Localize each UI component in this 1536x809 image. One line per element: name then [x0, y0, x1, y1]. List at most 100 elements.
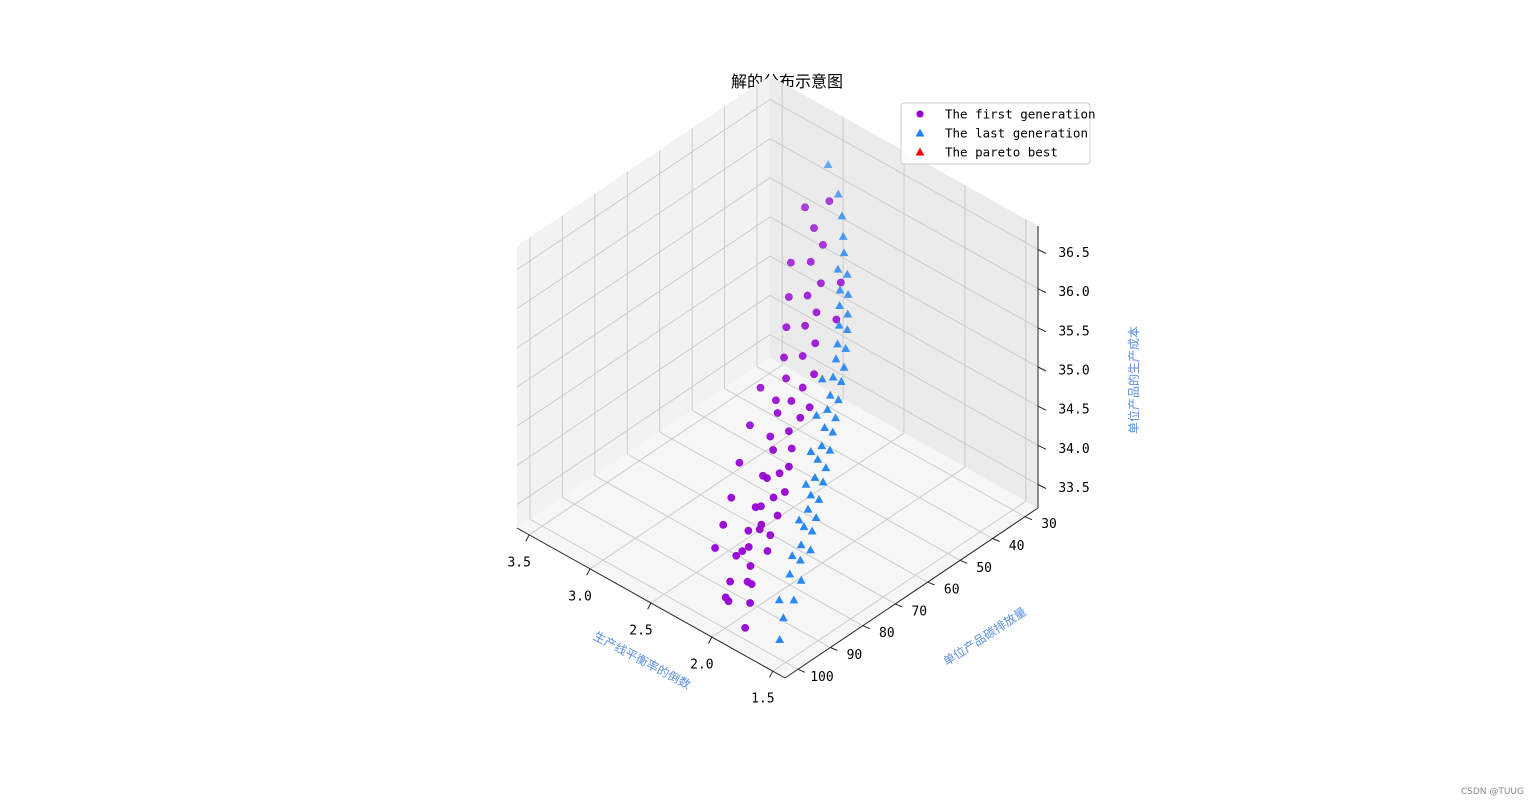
point-first-generation — [756, 383, 765, 392]
point-first-generation — [787, 444, 796, 453]
grid-line-z — [516, 294, 771, 466]
point-last-generation — [803, 504, 813, 513]
legend-item: The pareto best — [915, 145, 1058, 160]
x-tick-mark — [525, 534, 530, 542]
point-last-generation — [818, 477, 828, 486]
point-first-generation — [766, 432, 775, 441]
point-first-generation — [763, 474, 771, 483]
y-tick-mark — [992, 538, 1000, 542]
point-first-generation — [763, 547, 772, 555]
y-axis-label: 单位产品碳排放量 — [940, 604, 1029, 669]
y-tick-label: 50 — [976, 561, 992, 576]
y-tick-mark — [1024, 516, 1033, 521]
point-first-generation — [817, 279, 825, 288]
point-first-generation — [755, 525, 764, 534]
svg-text:50: 50 — [976, 561, 992, 576]
point-last-generation — [796, 540, 806, 549]
svg-text:36.5: 36.5 — [1058, 246, 1089, 261]
point-last-generation — [833, 339, 842, 348]
point-first-generation — [780, 488, 789, 496]
grid-line-y — [659, 431, 928, 583]
point-last-generation — [825, 445, 835, 454]
grid-line-y — [594, 475, 864, 627]
point-first-generation — [811, 339, 820, 348]
svg-text:34.5: 34.5 — [1058, 403, 1089, 418]
point-last-generation — [814, 494, 824, 503]
point-last-generation — [842, 325, 852, 334]
point-last-generation — [789, 595, 799, 604]
grid-line-z — [769, 138, 1039, 290]
svg-text:90: 90 — [847, 648, 863, 663]
point-last-generation — [843, 309, 853, 318]
point-first-generation — [746, 599, 754, 607]
point-last-generation — [833, 189, 843, 198]
grid-line-z — [769, 216, 1039, 368]
point-first-generation — [787, 397, 796, 405]
y-tick-label: 80 — [879, 626, 895, 641]
svg-text:80: 80 — [879, 626, 895, 641]
y-tick-label: 70 — [911, 604, 927, 619]
point-last-generation — [795, 555, 805, 564]
legend-marker-triangle — [915, 147, 925, 156]
y-tick-mark — [830, 647, 838, 651]
point-first-generation — [726, 577, 735, 586]
point-first-generation — [772, 396, 780, 405]
z-tick-label: 33.5 — [1058, 481, 1089, 496]
point-first-generation — [796, 413, 805, 422]
point-first-generation — [801, 203, 809, 212]
point-last-generation — [796, 575, 806, 584]
point-last-generation — [799, 522, 809, 531]
grid-line-x — [589, 398, 844, 570]
point-first-generation — [766, 531, 775, 540]
x-tick-mark — [708, 636, 713, 644]
grid-line-y — [529, 518, 799, 670]
point-last-generation — [823, 160, 833, 168]
grid-line-y — [724, 388, 993, 539]
point-last-generation — [825, 390, 835, 399]
point-first-generation — [786, 258, 795, 267]
z-tick-mark — [1037, 327, 1047, 333]
point-last-generation — [807, 526, 817, 535]
point-first-generation — [719, 520, 728, 529]
x-tick-label: 3.0 — [568, 589, 591, 604]
point-last-generation — [821, 463, 831, 472]
svg-text:34.0: 34.0 — [1058, 442, 1089, 457]
point-last-generation — [806, 545, 815, 554]
point-last-generation — [817, 374, 827, 383]
point-last-generation — [842, 269, 852, 278]
point-first-generation — [769, 446, 777, 454]
legend-label: The pareto best — [945, 145, 1058, 160]
point-last-generation — [828, 427, 838, 436]
y-tick-label: 40 — [1009, 539, 1025, 554]
grid-line-x — [528, 364, 783, 536]
point-last-generation — [812, 410, 821, 419]
x-tick-label: 1.5 — [751, 692, 774, 707]
point-first-generation — [721, 593, 730, 602]
point-last-generation — [806, 447, 816, 456]
grid-line-z — [516, 255, 771, 427]
point-last-generation — [841, 343, 851, 352]
point-first-generation — [798, 352, 807, 360]
point-first-generation — [785, 462, 793, 471]
z-tick-label: 36.5 — [1058, 246, 1089, 261]
point-last-generation — [828, 372, 838, 381]
svg-text:35.0: 35.0 — [1058, 364, 1089, 379]
grid-line-z — [769, 177, 1039, 329]
legend-item: The last generation — [915, 126, 1088, 141]
grid-line-x — [772, 500, 1027, 672]
legend-marker-triangle — [915, 128, 925, 137]
grid-line-z — [516, 334, 771, 505]
z-tick-mark — [1037, 444, 1047, 450]
watermark: CSDN @TUUG — [1460, 787, 1524, 797]
y-tick-mark — [927, 581, 935, 586]
legend-frame — [900, 102, 1091, 165]
svg-text:3.0: 3.0 — [568, 589, 591, 604]
point-last-generation — [834, 395, 843, 404]
point-last-generation — [794, 515, 804, 524]
y-tick-mark — [862, 625, 871, 630]
point-last-generation — [813, 454, 823, 463]
point-last-generation — [785, 569, 795, 578]
legend-item: The first generation — [916, 107, 1096, 122]
point-last-generation — [787, 551, 797, 560]
z-tick-label: 36.0 — [1058, 285, 1089, 300]
